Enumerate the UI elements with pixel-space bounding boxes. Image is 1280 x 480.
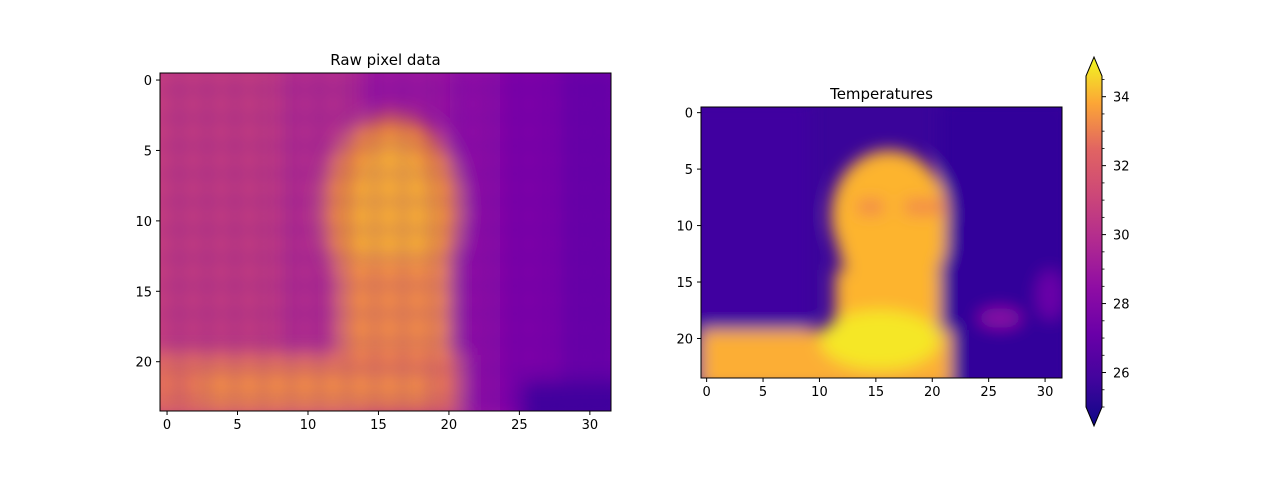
raw-pixel-heatmap bbox=[160, 73, 611, 411]
raw-pixel-x-tick-label: 20 bbox=[441, 418, 458, 433]
raw-pixel-x-tick-label: 5 bbox=[233, 418, 241, 433]
raw-pixel-y-tick-label: 0 bbox=[144, 74, 152, 89]
temperatures-x-tick-label: 5 bbox=[759, 385, 767, 400]
temperatures-axes-frame bbox=[700, 106, 1063, 379]
raw-pixel-x-tick-label: 10 bbox=[300, 418, 317, 433]
raw-pixel-title: Raw pixel data bbox=[330, 51, 440, 69]
raw-pixel-x-tick-label: 25 bbox=[511, 418, 528, 433]
temperatures-x-tick-label: 15 bbox=[868, 385, 885, 400]
raw-pixel-x-tick-label: 15 bbox=[370, 418, 387, 433]
temperatures-y-tick-label: 5 bbox=[685, 163, 693, 178]
raw-pixel-axes-frame bbox=[159, 72, 612, 412]
temperatures-x-tick-label: 30 bbox=[1037, 385, 1054, 400]
colorbar-body bbox=[1085, 55, 1103, 428]
temperatures-x-tick-label: 25 bbox=[980, 385, 997, 400]
raw-pixel-panel: Raw pixel data bbox=[135, 51, 612, 433]
colorbar-ticks: 26 28 30 32 34 bbox=[1102, 79, 1130, 408]
colorbar-tick-label: 26 bbox=[1113, 367, 1130, 382]
temperatures-y-ticks: 0 5 10 15 20 bbox=[676, 107, 701, 347]
temperatures-y-tick-label: 15 bbox=[676, 276, 693, 291]
raw-pixel-x-ticks: 0 5 10 15 20 25 30 bbox=[163, 411, 598, 433]
raw-pixel-x-tick-label: 0 bbox=[163, 418, 171, 433]
colorbar-tick-label: 34 bbox=[1113, 91, 1130, 106]
colorbar: 26 28 30 32 34 bbox=[1085, 55, 1130, 428]
raw-pixel-y-tick-label: 20 bbox=[135, 356, 152, 371]
temperatures-x-tick-label: 20 bbox=[924, 385, 941, 400]
temperatures-y-tick-label: 0 bbox=[685, 107, 693, 122]
temperatures-x-tick-label: 10 bbox=[811, 385, 828, 400]
colorbar-tick-label: 32 bbox=[1113, 160, 1130, 175]
temperatures-heatmap bbox=[701, 107, 1062, 378]
temperatures-y-tick-label: 20 bbox=[676, 332, 693, 347]
raw-pixel-y-tick-label: 15 bbox=[135, 285, 152, 300]
raw-pixel-y-ticks: 0 5 10 15 20 bbox=[135, 74, 160, 371]
temperatures-title: Temperatures bbox=[829, 85, 933, 103]
temperatures-x-tick-label: 0 bbox=[703, 385, 711, 400]
raw-pixel-y-tick-label: 5 bbox=[144, 144, 152, 159]
colorbar-tick-label: 28 bbox=[1113, 298, 1130, 313]
temperatures-panel: Temperatures 0 5 10 15 20 25 3 bbox=[676, 85, 1063, 400]
raw-pixel-y-tick-label: 10 bbox=[135, 215, 152, 230]
temperatures-x-ticks: 0 5 10 15 20 25 30 bbox=[703, 378, 1054, 400]
colorbar-tick-label: 30 bbox=[1113, 229, 1130, 244]
raw-pixel-x-tick-label: 30 bbox=[582, 418, 599, 433]
temperatures-y-tick-label: 10 bbox=[676, 220, 693, 235]
